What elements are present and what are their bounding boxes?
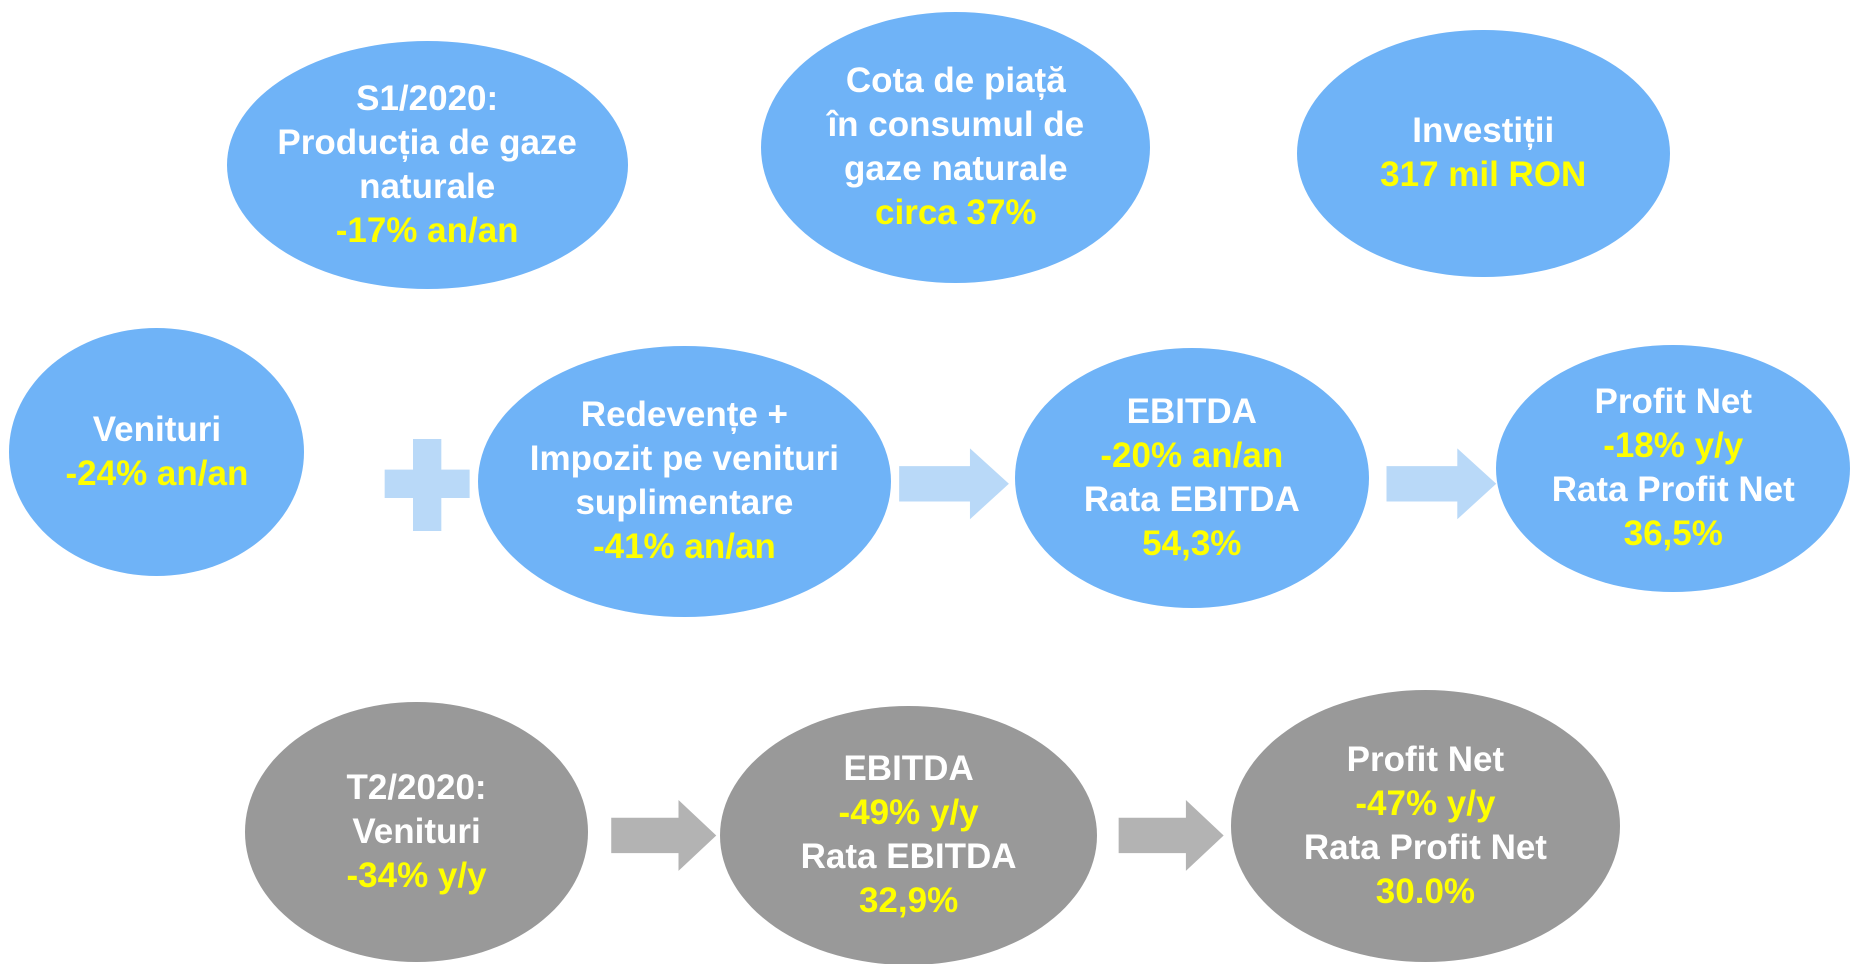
arrow xyxy=(1386,448,1497,520)
node-text: -18% y/y xyxy=(1603,426,1744,466)
node-text: gaze naturale xyxy=(843,149,1068,189)
node-text: -34% y/y xyxy=(346,855,487,895)
node-text: Venituri xyxy=(92,409,222,449)
node-text: -24% an/an xyxy=(65,453,249,493)
ellipse-node: Profit Net -47% y/y Rata Profit Net 30.0% xyxy=(1230,690,1621,962)
node-text: Impozit pe venituri xyxy=(529,439,839,479)
node-text: Rata Profit Net xyxy=(1303,827,1547,867)
node-text: Profit Net xyxy=(1594,382,1752,422)
node-text: 30.0% xyxy=(1375,871,1476,911)
arrow xyxy=(899,448,1009,520)
ellipse-node: Profit Net -18% y/y Rata Profit Net 36,5% xyxy=(1496,344,1850,593)
node-text: T2/2020: xyxy=(346,767,487,807)
node-text: Venituri xyxy=(352,811,481,851)
arrow xyxy=(1118,800,1224,871)
node-text: Redevențe + xyxy=(580,395,788,435)
ellipse-node: T2/2020: Venituri -34% y/y xyxy=(245,702,588,962)
node-text: 54,3% xyxy=(1142,523,1242,563)
ellipse-node: Redevențe + Impozit pe venituri suplimenta… xyxy=(477,345,891,618)
node-text: -41% an/an xyxy=(592,527,776,567)
node-text: în consumul de xyxy=(827,105,1085,145)
node-text: circa 37% xyxy=(875,193,1037,233)
node-text: 317 mil RON xyxy=(1380,155,1587,195)
ellipse-node: Investiții 317 mil RON xyxy=(1296,29,1670,278)
node-text: -20% an/an xyxy=(1100,435,1284,475)
node-text: EBITDA xyxy=(843,749,974,789)
arrow xyxy=(611,800,717,871)
node-text: 32,9% xyxy=(858,881,959,921)
node-text: EBITDA xyxy=(1126,391,1257,431)
node-text: Investiții xyxy=(1412,111,1555,151)
ellipse-node: S1/2020: Producția de gaze naturale -17% an… xyxy=(226,41,628,290)
node-text: Rata EBITDA xyxy=(800,837,1017,877)
node-text: 36,5% xyxy=(1623,514,1723,554)
node-text: suplimentare xyxy=(575,483,794,523)
node-text: -47% y/y xyxy=(1355,783,1496,823)
plus-sign xyxy=(384,438,470,531)
node-text: naturale xyxy=(359,167,496,207)
node-text: Cota de piață xyxy=(845,61,1066,101)
ellipse-node: EBITDA -20% an/an Rata EBITDA 54,3% xyxy=(1014,348,1369,608)
node-text: -17% an/an xyxy=(335,211,519,251)
node-text: Producția de gaze xyxy=(277,123,577,163)
ellipse-node: Cota de piață în consumul de gaze naturale… xyxy=(761,11,1151,284)
node-text: Rata EBITDA xyxy=(1083,479,1300,519)
node-text: Rata Profit Net xyxy=(1551,470,1795,510)
ellipse-node: EBITDA -49% y/y Rata EBITDA 32,9% xyxy=(719,705,1098,964)
node-text: S1/2020: xyxy=(356,79,499,119)
node-text: Profit Net xyxy=(1346,739,1505,779)
node-text: -49% y/y xyxy=(838,793,979,833)
ellipse-node: Venituri -24% an/an xyxy=(9,328,305,576)
